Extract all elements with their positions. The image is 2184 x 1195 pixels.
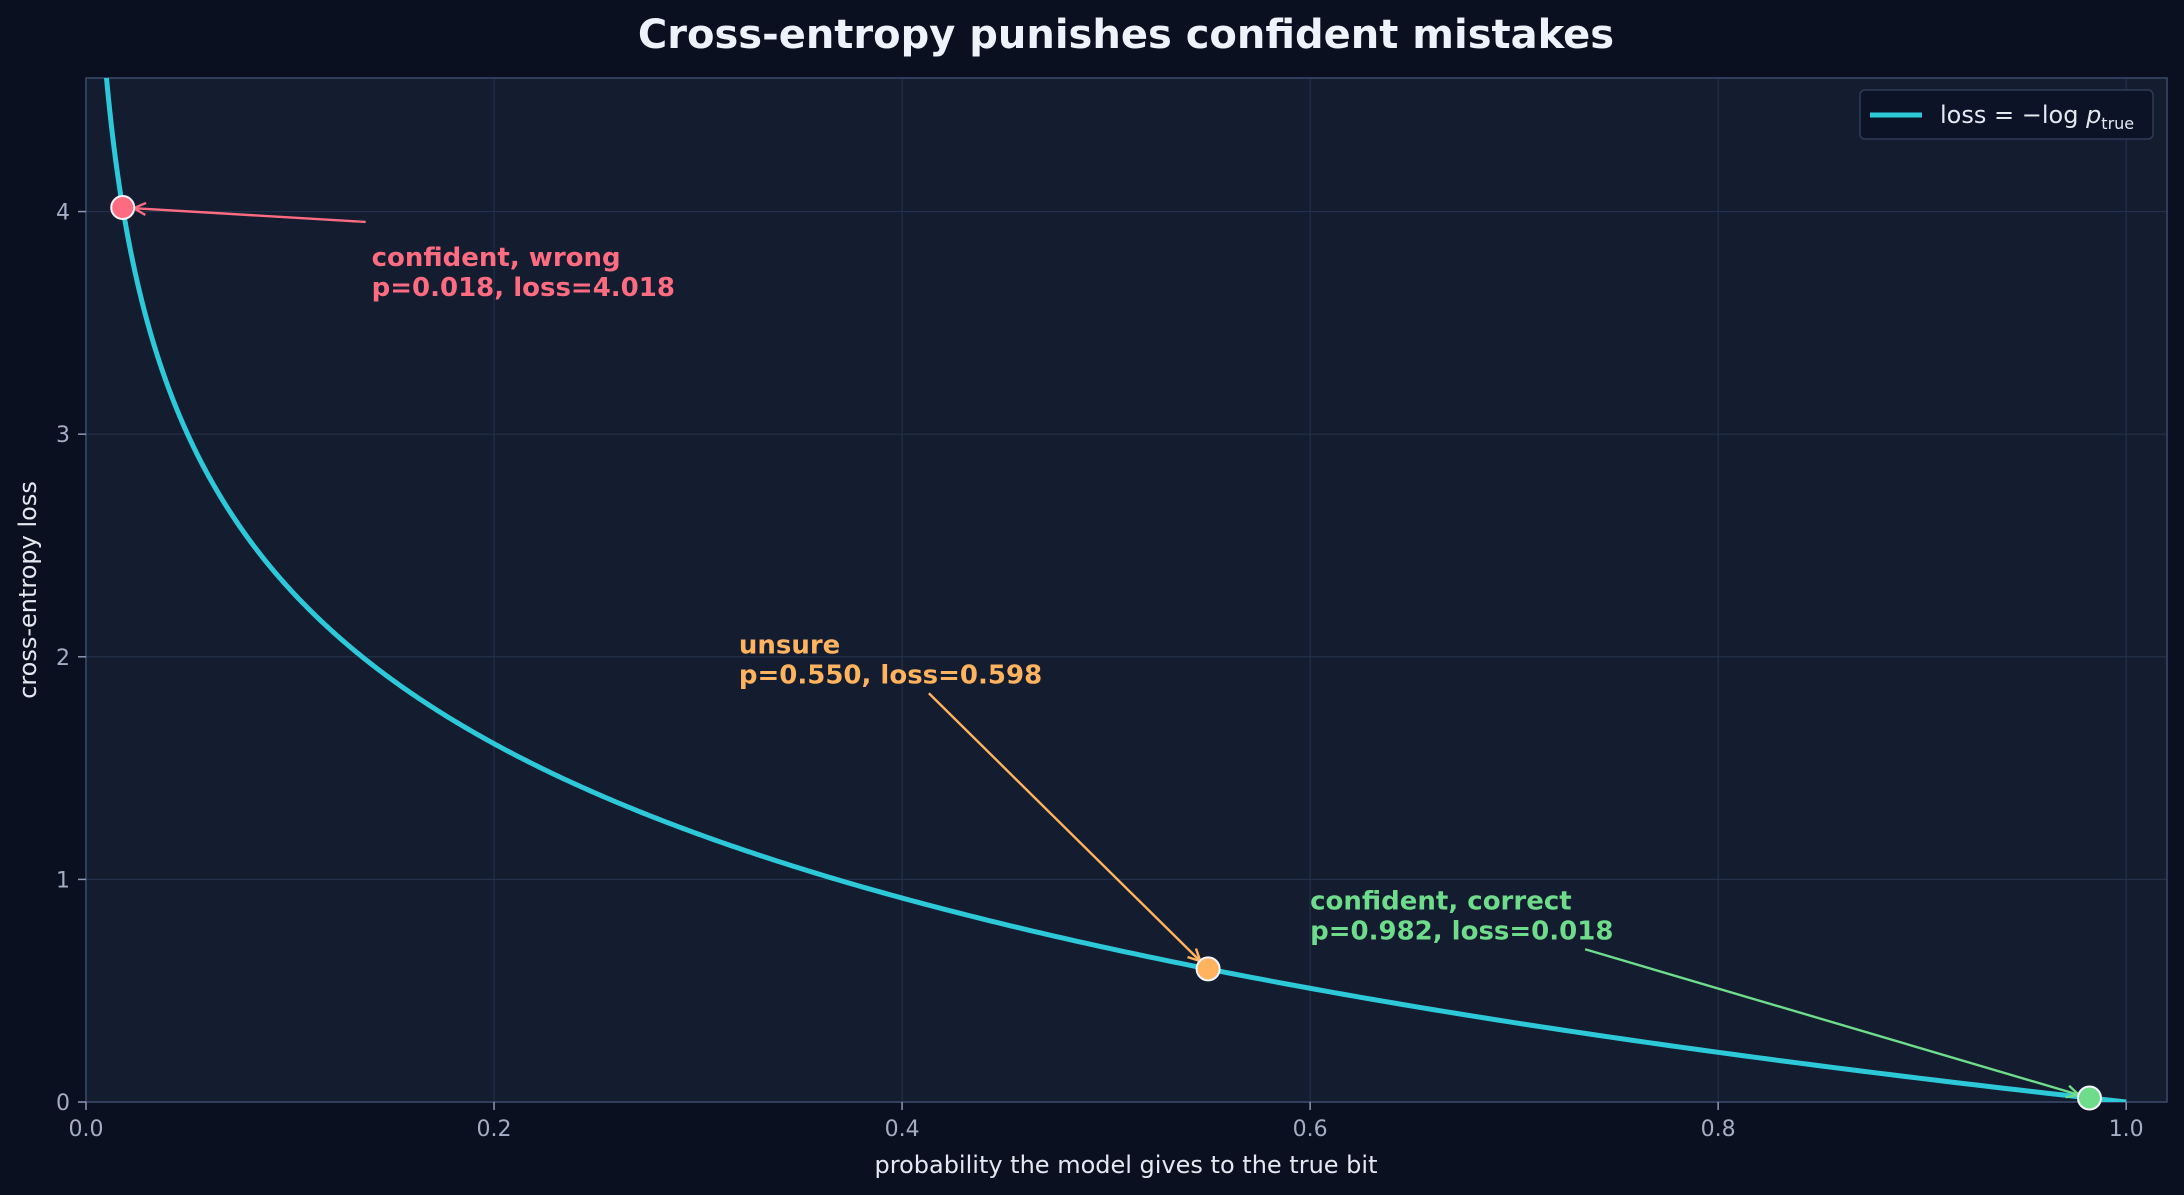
x-tick-label: 0.8 bbox=[1701, 1117, 1736, 1142]
legend: loss = −log ptrue bbox=[1859, 89, 2154, 140]
y-tick-label: 4 bbox=[56, 201, 70, 226]
plot-area bbox=[86, 78, 2167, 1102]
legend-label: loss = −log ptrue bbox=[1940, 101, 2134, 133]
loss-curve bbox=[103, 78, 2127, 1102]
x-tick-label: 0.6 bbox=[1293, 1117, 1328, 1142]
annotation-label: confident, wrong bbox=[372, 243, 621, 273]
x-axis: 0.0 0.2 0.4 0.6 0.8 1.0 bbox=[69, 1102, 2144, 1142]
annotation-arrow bbox=[133, 207, 366, 224]
annotation-value: p=0.018, loss=4.018 bbox=[372, 273, 675, 303]
annotation-point bbox=[110, 195, 136, 221]
y-tick-label: 1 bbox=[56, 868, 70, 893]
legend-box bbox=[1859, 89, 2154, 140]
x-axis-label: probability the model gives to the true … bbox=[875, 1151, 1378, 1179]
annotation-label: unsure bbox=[739, 630, 840, 660]
annotation-arrow bbox=[928, 692, 1202, 963]
chart-title: Cross-entropy punishes confident mistake… bbox=[638, 12, 1614, 58]
y-axis: 0 1 2 3 4 bbox=[56, 201, 86, 1116]
series-layer bbox=[103, 78, 2127, 1102]
annotation-value: p=0.550, loss=0.598 bbox=[739, 660, 1042, 690]
annotation-value: p=0.982, loss=0.018 bbox=[1310, 916, 1613, 946]
annotation-arrow bbox=[1584, 948, 2080, 1097]
annotation-point bbox=[1195, 956, 1221, 982]
y-tick-label: 0 bbox=[56, 1091, 70, 1116]
annotation-label: confident, correct bbox=[1310, 886, 1572, 916]
y-tick-label: 2 bbox=[56, 646, 70, 671]
x-tick-label: 0.2 bbox=[477, 1117, 512, 1142]
x-tick-label: 1.0 bbox=[2109, 1117, 2144, 1142]
annotation-point bbox=[2076, 1085, 2102, 1111]
x-tick-label: 0.4 bbox=[885, 1117, 920, 1142]
y-axis-label: cross-entropy loss bbox=[14, 481, 42, 699]
plot-frame bbox=[85, 77, 2168, 1103]
x-tick-label: 0.0 bbox=[69, 1117, 104, 1142]
y-tick-label: 3 bbox=[56, 423, 70, 448]
